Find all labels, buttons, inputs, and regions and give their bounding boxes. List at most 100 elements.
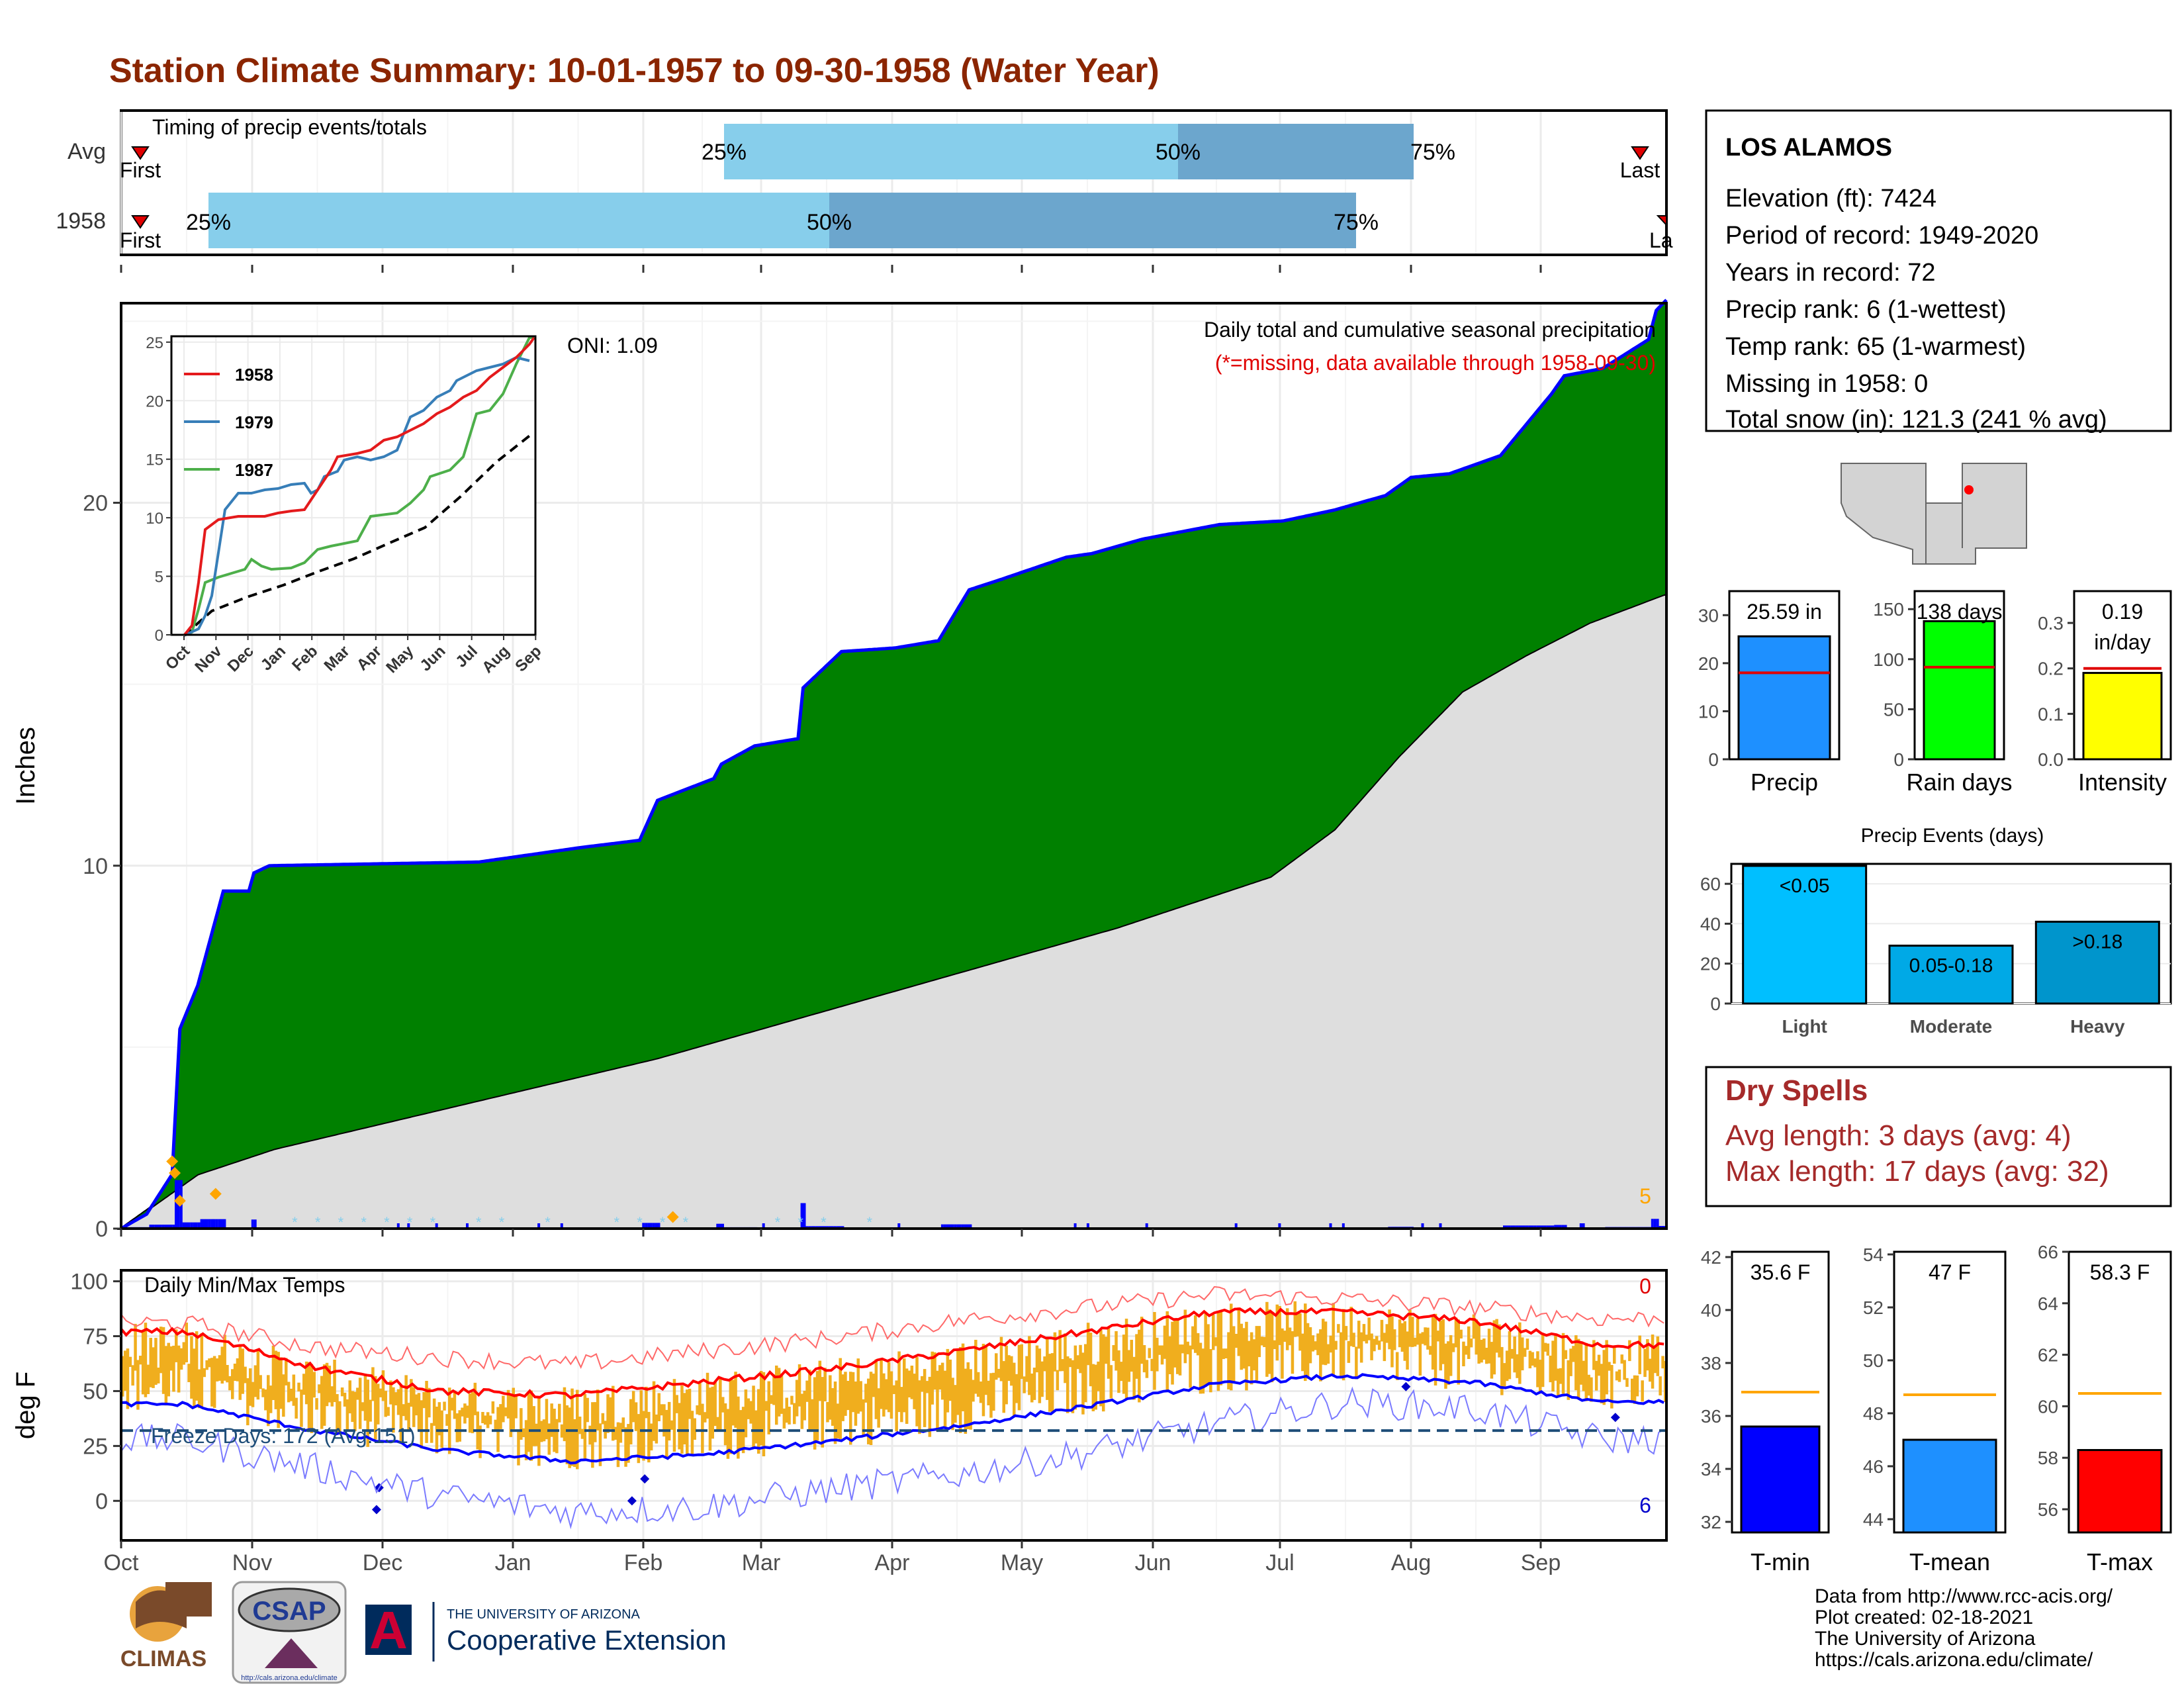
svg-text:*: * [545, 1214, 551, 1231]
svg-text:*: * [637, 1214, 643, 1231]
station-missing: Missing in 1958: 0 [1725, 370, 1928, 398]
timing-avg-bar-light [724, 124, 1178, 179]
timing-1958-bar-dark [829, 193, 1356, 248]
dry-spells-box: Dry Spells Avg length: 3 days (avg: 4) M… [1705, 1066, 2172, 1207]
svg-text:*: * [338, 1214, 344, 1231]
svg-text:*: * [361, 1214, 367, 1231]
month-tick-label: Nov [232, 1550, 272, 1575]
climas-logo-text: CLIMAS [120, 1646, 206, 1671]
t-min-bar [1740, 1425, 1821, 1534]
record-min-line [120, 1386, 1664, 1530]
station-info-box: LOS ALAMOS Elevation (ft): 7424 Period o… [1705, 109, 2172, 434]
oni-label: ONI: 1.09 [567, 334, 658, 357]
events-ytick-label: 40 [1700, 914, 1721, 934]
station-years: Years in record: 72 [1725, 259, 1936, 287]
dry-spells-title: Dry Spells [1725, 1074, 1868, 1107]
events-bar-label: 0.05-0.18 [1909, 955, 1993, 977]
svg-text:*: * [683, 1214, 689, 1231]
t-mean-bar [1902, 1438, 1997, 1534]
ua-logo-bottom: Cooperative Extension [447, 1624, 727, 1656]
freeze-days-label: Freeze Days: 172 (Avg:151) [151, 1424, 416, 1448]
events-bar-heavy [2034, 920, 2160, 1005]
precip-total-ytick-label: 0 [1708, 749, 1719, 770]
inset-ytick-label: 20 [146, 393, 163, 410]
t-max-title: T-max [2087, 1548, 2153, 1575]
t-mean-ytick-label: 52 [1863, 1297, 1884, 1318]
events-bar-moderate [1888, 945, 2014, 1005]
timing-1958-last-marker [1656, 215, 1667, 227]
events-bar-light [1742, 865, 1868, 1005]
events-ytick-label: 0 [1710, 994, 1721, 1014]
temp-ytick-label: 100 [70, 1270, 108, 1295]
rain-days-ytick-label: 100 [1873, 649, 1904, 670]
station-total-snow: Total snow (in): 121.3 (241 % avg) [1725, 406, 2107, 434]
inset-ytick-label: 15 [146, 451, 163, 469]
inset-ytick-label: 25 [146, 334, 163, 352]
t-max-ytick-label: 64 [2038, 1293, 2058, 1314]
t-mean-ytick-label: 46 [1863, 1456, 1884, 1477]
t-max-chart: 58.3 F 56 58 60 62 64 66 T-max [2038, 1242, 2172, 1575]
timing-avg-last: Last [1620, 158, 1661, 182]
precip-corner-count: 5 [1639, 1184, 1651, 1208]
locator-map [1840, 459, 2028, 565]
inset-1987-line [183, 336, 534, 637]
footer-url: https://cals.arizona.edu/climate/ [1815, 1649, 2093, 1671]
timing-1958-last: La [1649, 228, 1673, 252]
timing-avg-first: First [120, 158, 161, 182]
timing-label: Timing of precip events/totals [152, 115, 427, 139]
events-xtick-label: Moderate [1910, 1016, 1992, 1037]
temp-ytick-label: 75 [83, 1325, 108, 1350]
precip-total-title: Precip [1751, 769, 1818, 796]
figure-title: Station Climate Summary: 10-01-1957 to 0… [109, 52, 1160, 90]
intensity-title: Intensity [2078, 769, 2167, 796]
ua-logo-top: THE UNIVERSITY OF ARIZONA [447, 1607, 641, 1622]
csap-logo-text: CSAP [252, 1597, 326, 1626]
month-tick-label: Oct [104, 1550, 139, 1575]
station-location-dot [1964, 485, 1974, 494]
precip-total-ytick-label: 20 [1698, 653, 1719, 674]
t-max-ytick-label: 62 [2038, 1345, 2058, 1366]
svg-text:*: * [797, 1214, 803, 1231]
precip-events-chart: Precip Events (days) 0 20 40 60 <0.05 Light 0.… [1700, 825, 2172, 1037]
timing-1958-row-label: 1958 [56, 209, 106, 234]
t-max-bar [2077, 1449, 2163, 1534]
station-elevation: Elevation (ft): 7424 [1725, 185, 1936, 212]
month-tick-label: Sep [1521, 1550, 1561, 1575]
timing-avg-p75: 75% [1410, 140, 1455, 165]
precip-ytick-label: 10 [83, 854, 108, 879]
precip-total-value-label: 25.59 in [1747, 600, 1822, 624]
timing-1958-p50: 50% [807, 210, 852, 235]
average-max-line [120, 1307, 1664, 1400]
rain-days-ytick-label: 150 [1873, 599, 1904, 620]
t-min-ytick-label: 34 [1701, 1459, 1721, 1479]
timing-avg-last-marker [1631, 146, 1649, 160]
events-bar-label: >0.18 [2072, 931, 2122, 953]
t-mean-ytick-label: 44 [1863, 1509, 1884, 1530]
station-period: Period of record: 1949-2020 [1725, 222, 2038, 250]
climas-logo: CLIMAS [120, 1582, 212, 1671]
timing-avg-row-label: Avg [68, 139, 106, 164]
precip-ylabel: Inches [11, 727, 40, 805]
precip-ytick-label: 20 [83, 491, 108, 516]
record-max-line [120, 1286, 1664, 1371]
precip-missing-note: (*=missing, data available through 1958-… [1215, 351, 1656, 375]
events-ytick-label: 20 [1700, 954, 1721, 974]
intensity-ytick-label: 0.0 [2038, 749, 2064, 770]
temp-ytick-label: 50 [83, 1379, 108, 1404]
month-tick-label: Mar [742, 1550, 781, 1575]
svg-text:*: * [292, 1214, 298, 1231]
inset-1979-line [183, 355, 530, 637]
t-max-ytick-label: 66 [2038, 1242, 2058, 1262]
svg-text:*: * [867, 1214, 873, 1231]
dry-spells-max: Max length: 17 days (avg: 32) [1725, 1155, 2109, 1188]
cumulative-1958-area [121, 300, 1666, 1229]
timing-1958-first: First [120, 228, 161, 252]
rain-days-ytick-label: 50 [1884, 699, 1904, 720]
t-min-ytick-label: 36 [1701, 1406, 1721, 1427]
month-tick-label: Aug [1391, 1550, 1432, 1575]
intensity-ytick-label: 0.2 [2038, 659, 2064, 679]
events-ytick-label: 60 [1700, 874, 1721, 894]
svg-text:*: * [315, 1214, 321, 1231]
svg-text:*: * [660, 1214, 666, 1231]
precip-panel: * * * * * * * * * * * * * * * * * * 0 10 20 Inches ONI: 1.0… [11, 265, 1668, 1242]
